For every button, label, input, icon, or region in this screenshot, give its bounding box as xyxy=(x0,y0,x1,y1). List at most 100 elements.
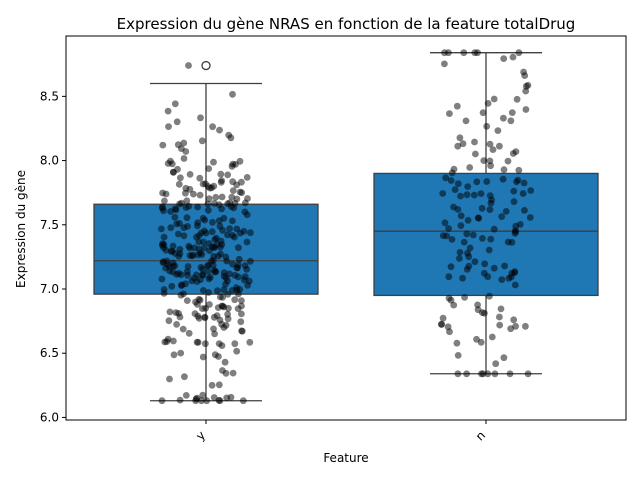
data-point xyxy=(456,134,464,142)
data-point xyxy=(160,290,168,297)
data-point xyxy=(166,308,174,316)
data-point xyxy=(241,199,249,207)
data-point xyxy=(200,244,208,252)
data-point xyxy=(457,212,465,220)
data-point xyxy=(477,190,485,198)
data-point xyxy=(499,175,507,183)
data-point xyxy=(225,304,232,312)
data-point xyxy=(481,260,489,268)
data-point xyxy=(210,325,217,333)
data-point xyxy=(188,277,196,285)
data-point xyxy=(469,231,477,239)
data-point xyxy=(204,206,212,214)
data-point xyxy=(477,338,485,346)
data-point xyxy=(205,275,213,283)
data-point xyxy=(227,393,235,401)
data-point xyxy=(462,117,470,125)
data-point xyxy=(182,148,190,155)
data-point xyxy=(478,204,486,212)
data-point xyxy=(237,318,245,326)
data-point xyxy=(510,198,518,206)
data-point xyxy=(233,195,241,203)
data-point xyxy=(222,369,230,377)
data-point xyxy=(454,370,462,378)
data-point xyxy=(177,349,185,357)
data-point xyxy=(459,274,466,282)
data-point xyxy=(484,370,492,378)
data-point xyxy=(174,141,182,149)
data-point xyxy=(158,225,165,233)
data-point xyxy=(236,188,244,196)
data-point xyxy=(520,68,527,76)
data-point xyxy=(200,238,207,246)
data-point xyxy=(172,206,180,214)
data-point xyxy=(195,232,203,239)
data-point xyxy=(502,208,510,215)
data-point xyxy=(165,123,172,130)
data-point xyxy=(459,140,467,148)
data-point xyxy=(521,207,528,214)
data-point xyxy=(233,347,241,355)
data-point xyxy=(483,122,491,130)
data-point xyxy=(491,370,499,378)
data-point xyxy=(231,271,239,279)
data-point xyxy=(183,197,191,205)
data-point xyxy=(486,292,493,300)
data-point xyxy=(215,217,223,225)
data-point xyxy=(496,142,503,150)
data-point xyxy=(175,230,182,238)
data-point xyxy=(185,62,192,69)
data-point xyxy=(191,244,198,252)
data-point xyxy=(478,309,486,316)
y-tick-label: 6.5 xyxy=(40,346,59,360)
axes-frame xyxy=(65,35,627,421)
data-point xyxy=(183,268,191,276)
data-point xyxy=(456,249,464,256)
data-point xyxy=(512,148,520,156)
data-point xyxy=(524,81,532,89)
outlier-marker xyxy=(201,60,211,71)
data-point xyxy=(229,369,237,377)
data-point xyxy=(463,191,471,199)
data-point xyxy=(515,166,523,174)
data-point xyxy=(182,189,189,197)
data-point xyxy=(501,262,508,270)
data-point xyxy=(510,316,518,324)
data-point xyxy=(465,262,473,270)
data-point xyxy=(457,222,465,230)
data-point xyxy=(246,338,254,346)
data-point xyxy=(215,201,223,209)
data-point xyxy=(520,179,528,187)
data-point xyxy=(197,276,204,284)
data-point xyxy=(229,217,236,225)
data-point xyxy=(197,114,204,122)
data-point xyxy=(497,305,505,313)
data-point xyxy=(161,338,169,346)
data-point xyxy=(439,190,447,197)
data-point xyxy=(205,165,213,173)
data-point xyxy=(457,192,464,200)
y-tick-label: 8.5 xyxy=(40,89,59,103)
x-tick-label: y xyxy=(193,428,208,443)
data-point xyxy=(504,157,512,165)
data-point xyxy=(215,353,222,360)
data-point xyxy=(159,189,167,197)
data-point xyxy=(500,114,507,122)
data-point xyxy=(222,253,230,261)
data-point xyxy=(472,150,479,158)
data-point xyxy=(204,183,212,190)
data-point xyxy=(446,110,453,117)
data-point xyxy=(180,290,187,298)
data-point xyxy=(513,178,520,186)
data-point xyxy=(480,157,488,165)
data-point xyxy=(165,317,173,325)
data-point xyxy=(215,396,223,404)
data-point xyxy=(158,397,166,405)
data-point xyxy=(200,287,207,294)
data-point xyxy=(490,95,498,103)
data-point xyxy=(210,158,217,166)
data-point xyxy=(218,193,226,201)
data-point xyxy=(233,225,241,233)
data-point xyxy=(441,60,448,68)
data-point xyxy=(487,162,494,170)
